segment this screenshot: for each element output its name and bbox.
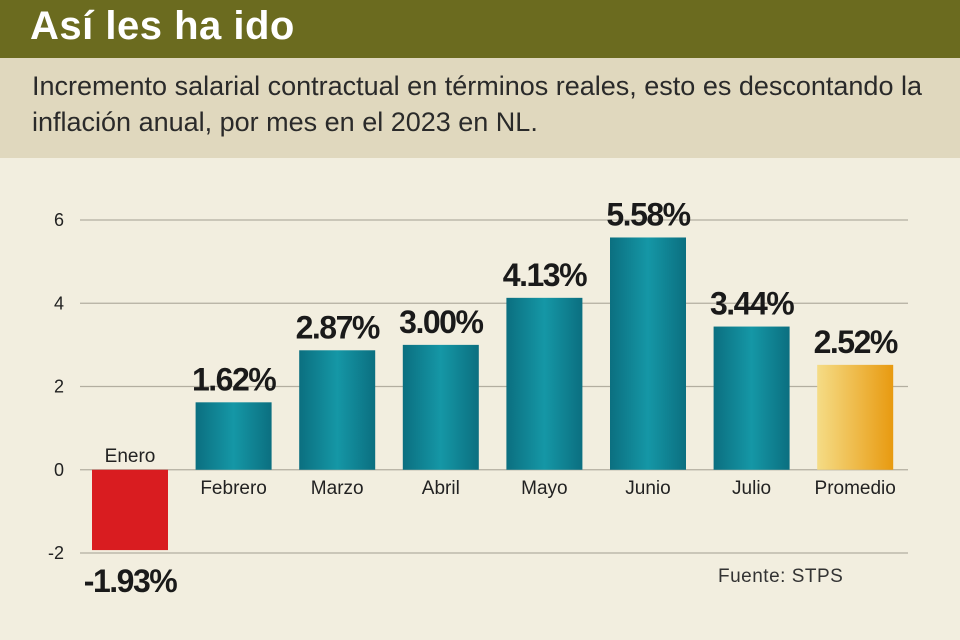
data-label: 2.52% xyxy=(814,324,898,360)
bar xyxy=(610,237,686,470)
x-tick-label: Julio xyxy=(732,478,771,499)
x-tick-label: Junio xyxy=(625,478,670,499)
x-tick-label: Promedio xyxy=(815,478,896,499)
x-tick-label: Febrero xyxy=(200,478,267,499)
bar xyxy=(92,469,168,551)
bar xyxy=(402,344,479,470)
y-tick-label: 2 xyxy=(54,377,64,397)
chart-subtitle: Incremento salarial contractual en térmi… xyxy=(32,71,922,137)
source-note: Fuente: STPS xyxy=(718,566,844,587)
x-tick-label: Enero xyxy=(105,446,156,467)
y-tick-label: 4 xyxy=(54,293,64,313)
y-tick-label: 0 xyxy=(54,460,64,480)
data-label: 4.13% xyxy=(503,257,587,293)
bar xyxy=(506,297,583,470)
bar xyxy=(817,364,894,470)
x-tick-label: Marzo xyxy=(311,478,364,499)
data-label: 1.62% xyxy=(192,361,276,397)
bar xyxy=(299,350,376,470)
data-label: 3.00% xyxy=(399,304,483,340)
data-label: 3.44% xyxy=(710,286,794,322)
y-tick-label: -2 xyxy=(48,543,64,563)
subtitle-band xyxy=(0,58,960,158)
x-tick-label: Abril xyxy=(422,478,460,499)
data-label: -1.93% xyxy=(84,563,177,599)
data-label: 5.58% xyxy=(606,196,690,232)
data-label: 2.87% xyxy=(296,309,380,345)
bar xyxy=(713,326,790,470)
y-tick-label: 6 xyxy=(54,210,64,230)
bar xyxy=(195,402,272,470)
plot-background xyxy=(0,158,960,640)
header-bar xyxy=(0,0,960,58)
x-tick-label: Mayo xyxy=(521,478,567,499)
chart-title: Así les ha ido xyxy=(30,4,295,48)
